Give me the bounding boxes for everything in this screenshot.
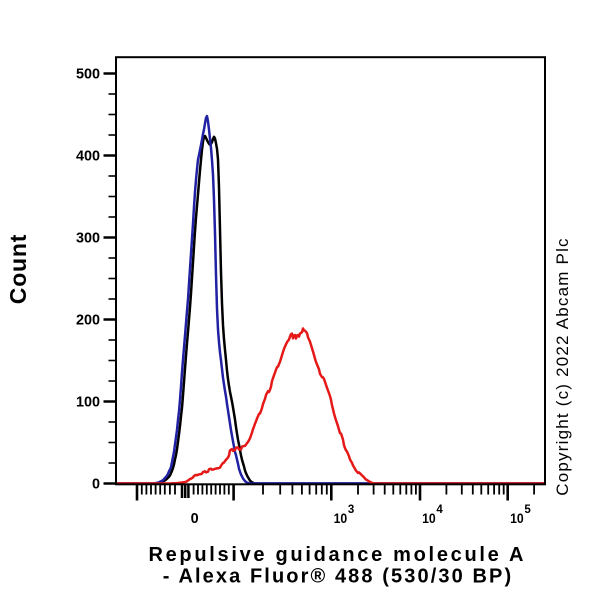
svg-text:- Alexa Fluor® 488 (530/30 BP): - Alexa Fluor® 488 (530/30 BP) <box>163 565 513 587</box>
svg-text:5: 5 <box>524 504 531 516</box>
svg-text:0: 0 <box>92 477 100 493</box>
svg-text:400: 400 <box>76 149 100 165</box>
svg-text:3: 3 <box>348 504 354 516</box>
svg-text:10: 10 <box>510 511 524 526</box>
svg-text:500: 500 <box>76 67 100 83</box>
svg-text:Count: Count <box>5 234 31 304</box>
svg-text:200: 200 <box>76 313 100 329</box>
svg-text:100: 100 <box>76 395 100 411</box>
svg-text:300: 300 <box>76 231 100 247</box>
svg-text:Repulsive guidance molecule A: Repulsive guidance molecule A <box>148 544 526 566</box>
svg-text:10: 10 <box>334 511 348 526</box>
svg-text:0: 0 <box>191 511 199 527</box>
svg-text:10: 10 <box>422 511 436 526</box>
svg-text:Copyright (c) 2022 Abcam Plc: Copyright (c) 2022 Abcam Plc <box>553 237 572 495</box>
svg-text:4: 4 <box>436 504 443 516</box>
